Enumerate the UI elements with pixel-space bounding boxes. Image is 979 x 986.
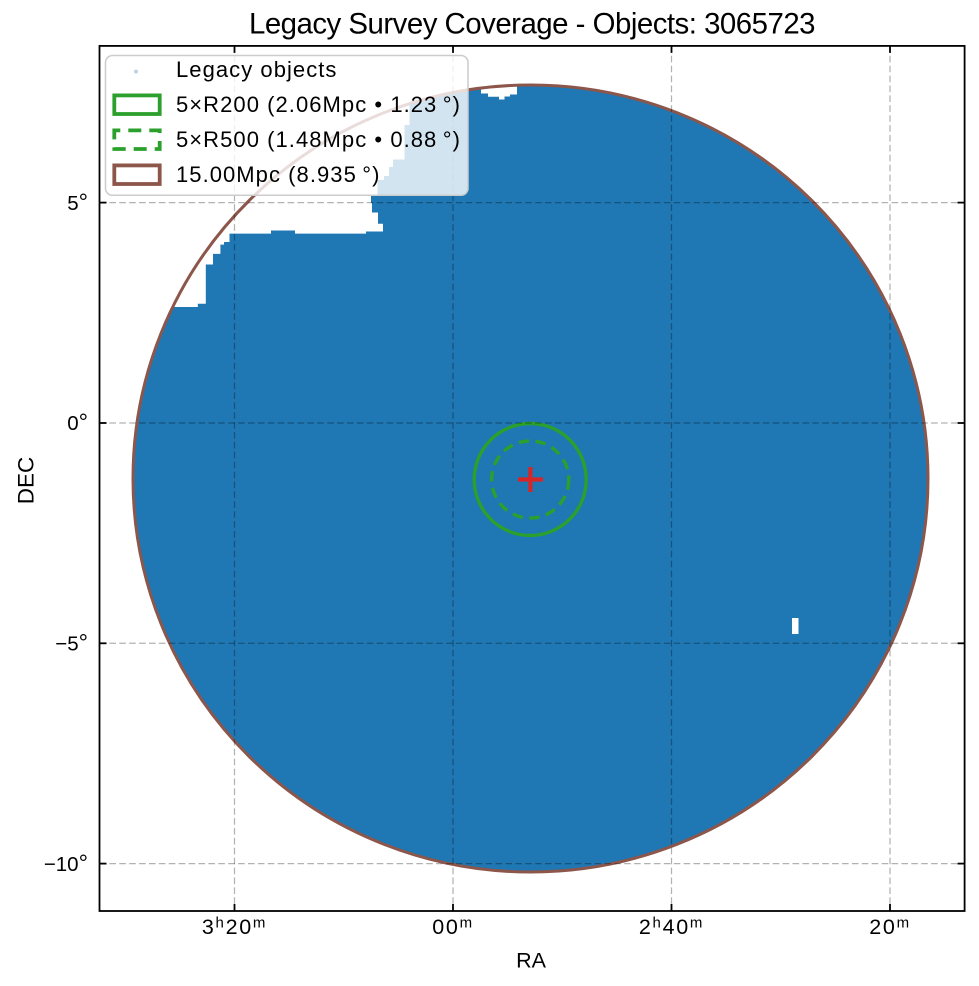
svg-text:5×R500 (1.48Mpc • 0.88 °): 5×R500 (1.48Mpc • 0.88 °) <box>176 127 461 152</box>
svg-text:Legacy objects: Legacy objects <box>176 57 337 82</box>
svg-text:5×R200 (2.06Mpc • 1.23 °): 5×R200 (2.06Mpc • 1.23 °) <box>176 92 461 117</box>
svg-text:2h40m: 2h40m <box>639 915 704 940</box>
svg-text:0°: 0° <box>67 409 88 435</box>
svg-text:−5°: −5° <box>55 630 88 656</box>
svg-text:15.00Mpc (8.935 °): 15.00Mpc (8.935 °) <box>176 162 381 187</box>
svg-text:5°: 5° <box>67 189 88 215</box>
svg-text:−10°: −10° <box>44 850 88 876</box>
svg-text:DEC: DEC <box>14 457 39 505</box>
svg-text:Legacy Survey Coverage - Objec: Legacy Survey Coverage - Objects: 306572… <box>249 8 815 41</box>
svg-text:RA: RA <box>516 949 547 973</box>
svg-text:3h20m: 3h20m <box>202 915 267 940</box>
